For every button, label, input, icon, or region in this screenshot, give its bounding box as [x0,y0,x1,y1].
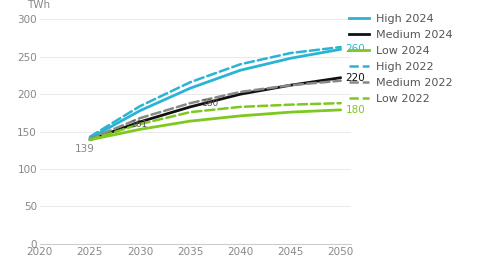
Text: TWh: TWh [27,0,51,11]
Legend: High 2024, Medium 2024, Low 2024, High 2022, Medium 2022, Low 2022: High 2024, Medium 2024, Low 2024, High 2… [349,14,452,104]
Text: 180: 180 [346,105,365,115]
Text: 260: 260 [346,44,365,54]
Text: 161: 161 [131,120,149,129]
Text: 220: 220 [346,73,365,83]
Text: 180: 180 [202,99,219,108]
Text: 139: 139 [75,143,95,153]
